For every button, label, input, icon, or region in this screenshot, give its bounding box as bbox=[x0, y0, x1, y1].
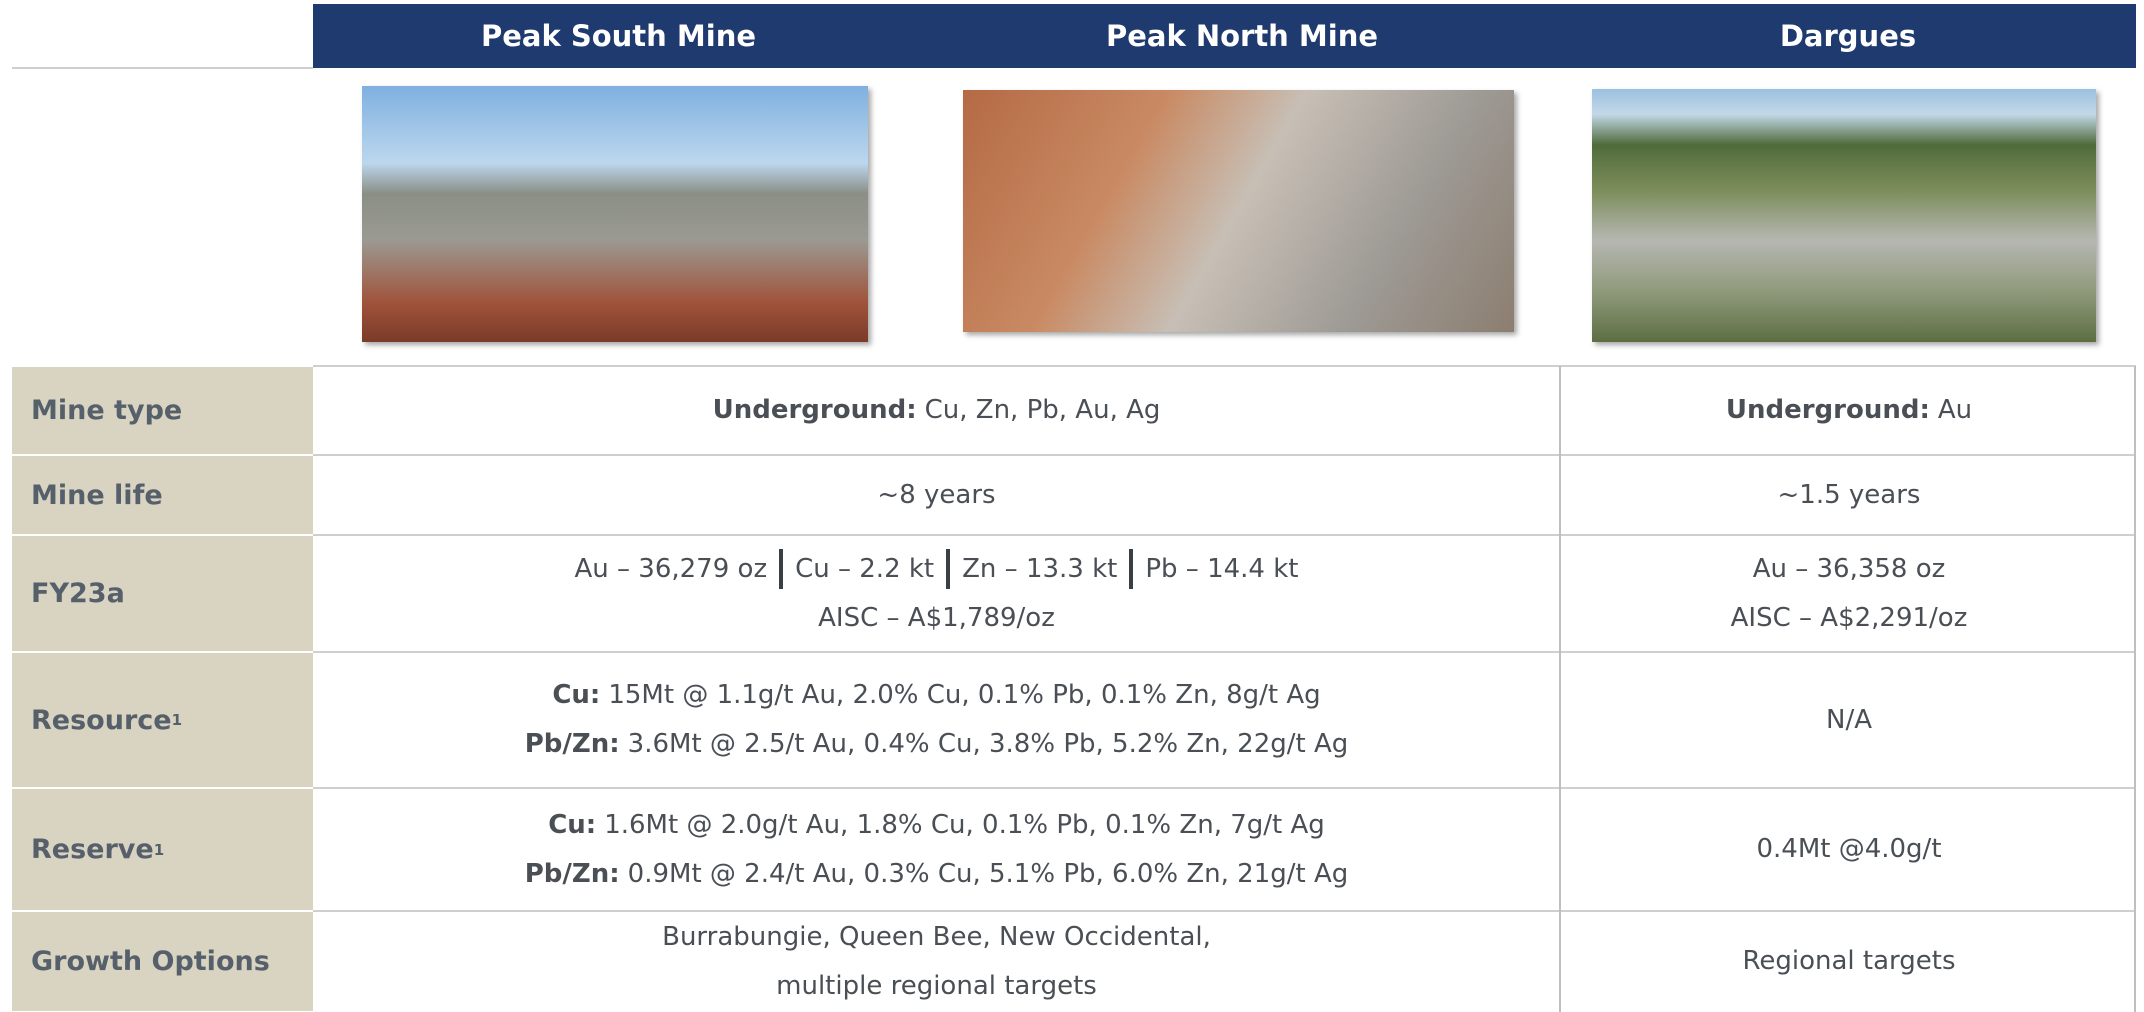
cell: Burrabungie, Queen Bee, New Occidental, m… bbox=[313, 911, 1560, 1012]
cell-line: Au – 36,358 oz bbox=[1753, 545, 1946, 594]
cell-line: multiple regional targets bbox=[776, 962, 1097, 1011]
value-text: Cu, Zn, Pb, Au, Ag bbox=[924, 395, 1161, 425]
value-text: ~1.5 years bbox=[1777, 479, 1921, 510]
cell-line: Cu: 15Mt @ 1.1g/t Au, 2.0% Cu, 0.1% Pb, 0… bbox=[552, 671, 1320, 720]
row-label: Reserve 1 bbox=[12, 789, 313, 910]
value-text: 15Mt @ 1.1g/t Au, 2.0% Cu, 0.1% Pb, 0.1%… bbox=[608, 680, 1321, 710]
column-header: Peak South Mine bbox=[313, 4, 924, 68]
row-label-text: Mine life bbox=[31, 479, 163, 511]
row-line bbox=[313, 454, 2136, 456]
value-text: AISC – A$2,291/oz bbox=[1730, 602, 1968, 633]
value-label: Pb/Zn: bbox=[524, 729, 620, 759]
cell: Au – 36,279 oz Cu – 2.2 kt Zn – 13.3 kt Pb … bbox=[313, 535, 1560, 652]
cell: Au – 36,358 oz AISC – A$2,291/oz bbox=[1562, 535, 2136, 652]
cell: Underground: Au bbox=[1562, 366, 2136, 455]
value-label: Pb/Zn: bbox=[524, 858, 620, 889]
value-text: 0.4Mt @4.0g/t bbox=[1756, 834, 1942, 864]
row-label-text: FY23a bbox=[31, 578, 125, 609]
row-label: Mine life bbox=[12, 456, 313, 534]
cell-line: N/A bbox=[1826, 696, 1872, 745]
row-label-text: Reserve bbox=[31, 834, 154, 865]
row-line bbox=[313, 787, 2136, 789]
row-label-text: Resource bbox=[31, 704, 172, 736]
cell-line: Au – 36,279 oz Cu – 2.2 kt Zn – 13.3 kt Pb … bbox=[574, 545, 1299, 594]
row-label-text: Mine type bbox=[31, 395, 183, 426]
column-divider bbox=[1559, 366, 1561, 1012]
separator-bar bbox=[1129, 549, 1134, 589]
value-label: Cu: bbox=[548, 809, 597, 840]
cell: ~1.5 years bbox=[1562, 455, 2136, 535]
cell-line: AISC – A$1,789/oz bbox=[818, 594, 1055, 643]
row-line bbox=[313, 365, 2136, 367]
value-text: multiple regional targets bbox=[776, 970, 1097, 1001]
cell: Cu: 15Mt @ 1.1g/t Au, 2.0% Cu, 0.1% Pb, 0… bbox=[313, 652, 1560, 788]
mine-photo bbox=[963, 90, 1514, 332]
row-line bbox=[313, 651, 2136, 653]
row-label: Resource 1 bbox=[12, 653, 313, 787]
cell: Cu: 1.6Mt @ 2.0g/t Au, 1.8% Cu, 0.1% Pb, … bbox=[313, 788, 1560, 911]
header-band bbox=[313, 4, 2136, 68]
separator-bar bbox=[946, 549, 951, 589]
cell-line: Regional targets bbox=[1742, 937, 1955, 986]
value-text: AISC – A$1,789/oz bbox=[818, 602, 1055, 633]
cell-line: Pb/Zn: 3.6Mt @ 2.5/t Au, 0.4% Cu, 3.8% Pb… bbox=[525, 720, 1349, 769]
mine-photo bbox=[362, 86, 868, 342]
row-label: FY23a bbox=[12, 536, 313, 651]
cell: Underground: Cu, Zn, Pb, Au, Ag bbox=[313, 366, 1560, 455]
column-title: Dargues bbox=[1779, 19, 1917, 53]
cell-line: ~1.5 years bbox=[1778, 471, 1921, 520]
value-text: N/A bbox=[1826, 704, 1872, 735]
footnote-mark: 1 bbox=[153, 840, 165, 859]
right-border bbox=[2134, 366, 2136, 1012]
value-text: 0.9Mt @ 2.4/t Au, 0.3% Cu, 5.1% Pb, 6.0%… bbox=[627, 858, 1349, 889]
row-label: Mine type bbox=[12, 367, 313, 454]
value-text: Au – 36,279 oz bbox=[574, 553, 768, 584]
cell-line: Cu: 1.6Mt @ 2.0g/t Au, 1.8% Cu, 0.1% Pb, … bbox=[548, 801, 1325, 850]
separator-bar bbox=[779, 549, 784, 589]
row-line bbox=[313, 534, 2136, 536]
value-text: 1.6Mt @ 2.0g/t Au, 1.8% Cu, 0.1% Pb, 0.1… bbox=[604, 809, 1325, 840]
cell-line: AISC – A$2,291/oz bbox=[1731, 594, 1968, 643]
footnote-mark: 1 bbox=[171, 711, 183, 729]
cell-line: Underground: Au bbox=[1726, 386, 1972, 435]
value-text: 3.6Mt @ 2.5/t Au, 0.4% Cu, 3.8% Pb, 5.2%… bbox=[627, 729, 1349, 759]
row-label: Growth Options bbox=[12, 912, 313, 1011]
cell-line: Pb/Zn: 0.9Mt @ 2.4/t Au, 0.3% Cu, 5.1% Pb… bbox=[525, 850, 1349, 899]
row-label-text: Growth Options bbox=[31, 946, 270, 977]
row-line bbox=[313, 910, 2136, 912]
value-label: Underground: bbox=[1725, 395, 1930, 425]
cell-line: ~8 years bbox=[877, 471, 995, 520]
cell-line: 0.4Mt @4.0g/t bbox=[1756, 825, 1941, 874]
column-header: Peak North Mine bbox=[924, 4, 1560, 68]
value-label: Underground: bbox=[712, 395, 917, 425]
cell-line: Underground: Cu, Zn, Pb, Au, Ag bbox=[713, 386, 1161, 435]
column-title: Peak South Mine bbox=[480, 19, 757, 53]
value-text: Pb – 14.4 kt bbox=[1145, 553, 1299, 584]
value-text: Zn – 13.3 kt bbox=[962, 553, 1118, 584]
cell: 0.4Mt @4.0g/t bbox=[1562, 788, 2136, 911]
value-text: Au – 36,358 oz bbox=[1752, 553, 1946, 584]
cell: Regional targets bbox=[1562, 911, 2136, 1012]
value-label: Cu: bbox=[552, 680, 601, 710]
value-text: Burrabungie, Queen Bee, New Occidental, bbox=[662, 921, 1211, 952]
column-title: Peak North Mine bbox=[1105, 19, 1379, 53]
cell: ~8 years bbox=[313, 455, 1560, 535]
header-line bbox=[12, 67, 313, 69]
value-text: Cu – 2.2 kt bbox=[795, 553, 935, 584]
mine-photo bbox=[1592, 89, 2096, 342]
cell: N/A bbox=[1562, 652, 2136, 788]
cell-line: Burrabungie, Queen Bee, New Occidental, bbox=[662, 913, 1211, 962]
value-text: ~8 years bbox=[877, 479, 996, 510]
column-header: Dargues bbox=[1560, 4, 2136, 68]
value-text: Au bbox=[1937, 395, 1973, 425]
value-text: Regional targets bbox=[1742, 946, 1956, 976]
